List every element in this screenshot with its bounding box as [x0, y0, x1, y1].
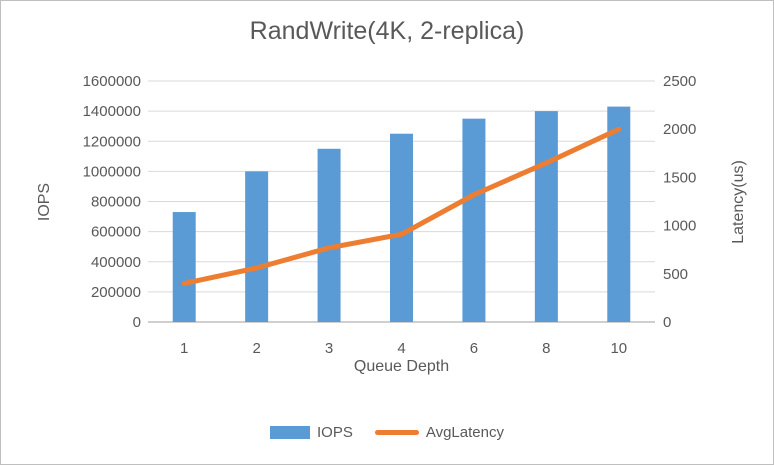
x-axis-category-label: 10	[610, 340, 627, 357]
left-axis-tick-label: 1600000	[83, 73, 141, 90]
left-axis-tick-label: 1400000	[83, 103, 141, 120]
x-axis-category-label: 1	[180, 340, 188, 357]
x-axis-category-label: 2	[252, 340, 260, 357]
legend-item-iops: IOPS	[270, 424, 353, 441]
left-axis-tick-label: 800000	[91, 194, 141, 211]
right-axis-tick-label: 1500	[663, 169, 696, 186]
iops-bar	[245, 171, 269, 322]
left-axis-tick-label: 1000000	[83, 163, 141, 180]
right-axis-tick-label: 2000	[663, 121, 696, 138]
legend-line-swatch-icon	[374, 430, 419, 435]
left-axis-tick-label: 0	[133, 314, 141, 331]
x-axis-category-label: 4	[397, 340, 405, 357]
iops-bar	[172, 212, 196, 322]
legend-label-avglatency: AvgLatency	[425, 424, 504, 441]
legend-item-avglatency: AvgLatency	[374, 424, 504, 441]
left-axis-tick-label: 600000	[91, 224, 141, 241]
legend: IOPS AvgLatency	[1, 424, 773, 441]
x-axis-category-label: 3	[325, 340, 333, 357]
chart-title: RandWrite(4K, 2-replica)	[249, 17, 525, 45]
right-axis-tick-label: 500	[663, 266, 688, 283]
right-axis-tick-label: 1000	[663, 218, 696, 235]
iops-bar	[607, 106, 631, 322]
left-axis-tick-label: 1200000	[83, 133, 141, 150]
x-axis-category-label: 8	[542, 340, 550, 357]
iops-bar	[462, 118, 486, 322]
legend-bar-swatch-icon	[270, 426, 310, 439]
iops-bar	[534, 111, 558, 322]
right-axis-tick-label: 0	[663, 314, 671, 331]
avglatency-line	[181, 126, 622, 286]
x-axis-title: Queue Depth	[353, 358, 450, 375]
iops-bar	[317, 148, 341, 322]
left-axis-tick-label: 200000	[91, 284, 141, 301]
left-axis-tick-label: 400000	[91, 254, 141, 271]
iops-bar	[390, 133, 413, 322]
right-axis-tick-label: 2500	[663, 73, 696, 90]
legend-label-iops: IOPS	[317, 424, 353, 441]
x-axis-category-label: 6	[470, 340, 478, 357]
